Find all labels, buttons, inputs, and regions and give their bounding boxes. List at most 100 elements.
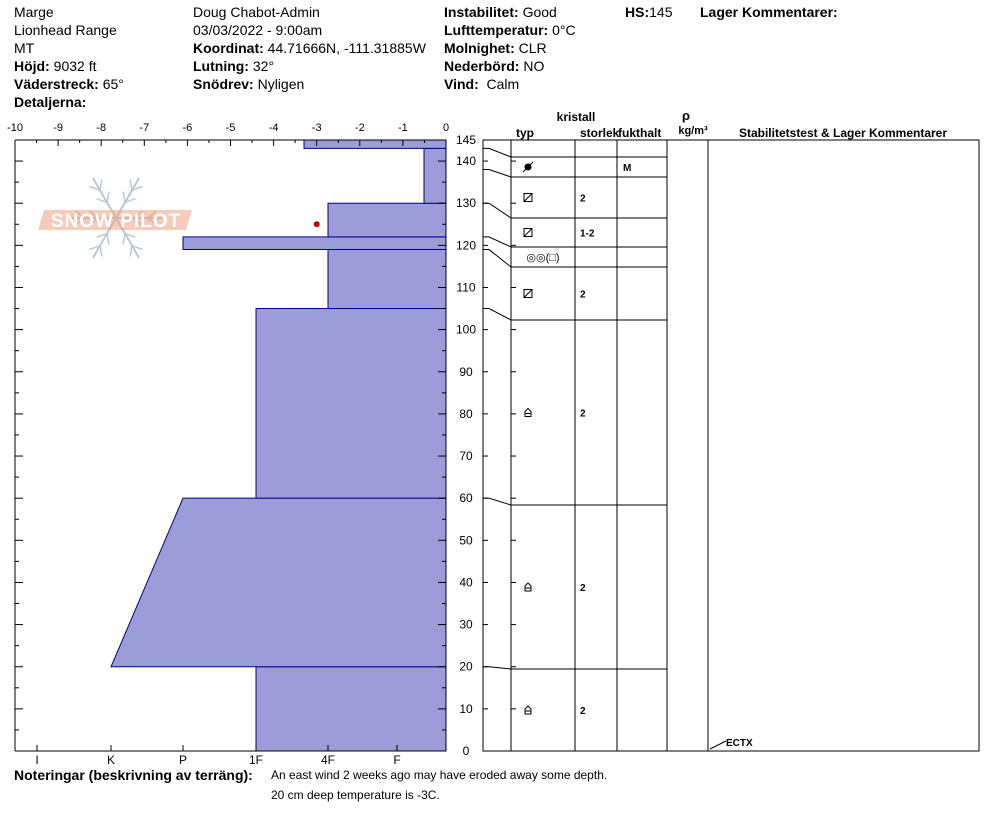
snowflake-branch xyxy=(124,197,136,204)
hardness-tick-label: K xyxy=(107,753,115,767)
elevation-value: 9032 ft xyxy=(53,58,97,74)
snowflake-branch xyxy=(99,179,103,191)
temp-tick-label: -4 xyxy=(269,122,279,134)
chart-axes: -10 -9 -8 -7 -6 -5 -4 -3 -2 -1 0I K P 1F 4F F0102030405… xyxy=(7,122,476,767)
comments-header: Stabilitetstest & Lager Kommentarer xyxy=(739,126,947,140)
faceted-icon xyxy=(523,289,533,298)
temp-tick-label: -5 xyxy=(226,122,236,134)
grain-size-label: 1-2 xyxy=(580,229,595,240)
grain-size-label: 2 xyxy=(580,290,586,301)
snowflake-branch xyxy=(96,197,108,204)
stability-row: Instabilitet: Good xyxy=(444,3,557,21)
precip-value: NO xyxy=(523,58,545,74)
slope-label: Lutning: xyxy=(193,58,249,74)
layer-comments-label: Lager Kommentarer: xyxy=(700,4,838,20)
snowflake-branch xyxy=(96,232,108,239)
notes-line-1: An east wind 2 weeks ago may have eroded… xyxy=(271,768,608,782)
hardness-layer-bar xyxy=(327,202,447,238)
slope-value: 32° xyxy=(252,58,275,74)
temperature-point xyxy=(313,221,320,228)
height-tick-label: 60 xyxy=(459,491,473,505)
temp-tick-label: -2 xyxy=(355,122,365,134)
air-temp-value: 0°C xyxy=(552,22,576,38)
height-tick-label: 30 xyxy=(459,618,473,632)
wind-row: Vind: Calm xyxy=(444,75,519,93)
height-tick-label: 50 xyxy=(459,533,473,547)
observer-name: Doug Chabot-Admin xyxy=(193,4,320,20)
type-header: typ xyxy=(516,126,534,140)
hardness-tick-label: 1F xyxy=(249,753,263,767)
temp-tick-label: -10 xyxy=(7,122,23,134)
hs-row: HS:145 xyxy=(625,3,672,21)
coords-label: Koordinat: xyxy=(193,40,264,56)
air-temp-label: Lufttemperatur: xyxy=(444,22,549,38)
hardness-layer-bar xyxy=(255,666,447,752)
size-header: storlek xyxy=(580,126,620,140)
snowflake-branch xyxy=(89,185,101,191)
sky-row: Molnighet: CLR xyxy=(444,39,547,57)
layer-comments-header: Lager Kommentarer: xyxy=(700,3,838,21)
depth-hoar-icon xyxy=(524,407,532,417)
layer-connector xyxy=(483,147,512,158)
stability-test-leader xyxy=(709,740,727,750)
layer-connector xyxy=(483,168,512,178)
snowflake-branch xyxy=(131,245,143,251)
rounded-faceted-icon: ◎◎(□) xyxy=(526,252,559,264)
snowflake-branch xyxy=(99,245,103,257)
stability-value: Good xyxy=(522,4,557,20)
wind-loading-value: Nyligen xyxy=(257,76,305,92)
temperature-points xyxy=(313,221,320,228)
layer-connector xyxy=(483,497,512,506)
height-tick-label: 10 xyxy=(459,702,473,716)
moisture-header: fukthalt xyxy=(618,126,661,140)
rho-header: ρ xyxy=(682,108,690,123)
temp-tick-label: -9 xyxy=(53,122,63,134)
hardness-tick-label: F xyxy=(393,753,400,767)
faceted-icon xyxy=(523,228,533,237)
hardness-tick-label: P xyxy=(179,753,187,767)
precip-row: Nederbörd: NO xyxy=(444,57,544,75)
air-temp-row: Lufttemperatur: 0°C xyxy=(444,21,576,39)
layer-connector xyxy=(483,202,512,219)
aspect-label: Väderstreck: xyxy=(14,76,99,92)
hardness-layer-bar xyxy=(255,308,447,499)
details-label: Detaljerna: xyxy=(14,94,87,110)
layer-connector xyxy=(483,308,512,321)
notes-label: Noteringar (beskrivning av terräng): xyxy=(14,766,253,784)
hardness-layer-bar xyxy=(327,249,447,310)
hs-value: 145 xyxy=(649,4,673,20)
snowflake-branch xyxy=(89,245,101,251)
stability-label: Instabilitet: xyxy=(444,4,519,20)
depth-hoar-icon xyxy=(524,705,532,715)
range-name: Lionhead Range xyxy=(14,22,117,38)
faceted-icon xyxy=(523,193,533,202)
height-tick-label: 130 xyxy=(456,196,476,210)
notes-line-2: 20 cm deep temperature is -3C. xyxy=(271,788,440,802)
snowflake-branch xyxy=(106,191,110,203)
snowflake-branch xyxy=(131,185,143,191)
hardness-layers xyxy=(110,139,447,752)
wind-loading-row: Snödrev: Nyligen xyxy=(193,75,304,93)
height-tick-label: 145 xyxy=(456,133,476,147)
height-tick-label: 100 xyxy=(456,323,476,337)
depth-hoar-icon xyxy=(524,582,532,592)
hs-label: HS: xyxy=(625,4,650,20)
elevation-label: Höjd: xyxy=(14,58,50,74)
grain-size-label: 2 xyxy=(580,409,586,420)
height-tick-label: 110 xyxy=(456,280,475,294)
stability-test-label: ECTX xyxy=(726,738,753,749)
notes-label-text: Noteringar (beskrivning av terräng): xyxy=(14,767,253,783)
faceted-icon-slash xyxy=(523,193,533,202)
snowflake-branch xyxy=(122,191,126,203)
snowpilot-logo: SNOW PILOT xyxy=(38,177,192,259)
temp-tick-label: -7 xyxy=(139,122,149,134)
observation-datetime: 03/03/2022 - 9:00am xyxy=(193,22,323,38)
logo-text: SNOW PILOT xyxy=(51,211,181,232)
hardness-layer-bar xyxy=(110,497,447,668)
height-tick-label: 120 xyxy=(456,238,476,252)
snowflake-branch xyxy=(124,232,136,239)
hardness-tick-label: I xyxy=(35,753,38,767)
details-row: Detaljerna: xyxy=(14,93,86,111)
coords-value: 44.71666N, -111.31885W xyxy=(267,40,426,56)
